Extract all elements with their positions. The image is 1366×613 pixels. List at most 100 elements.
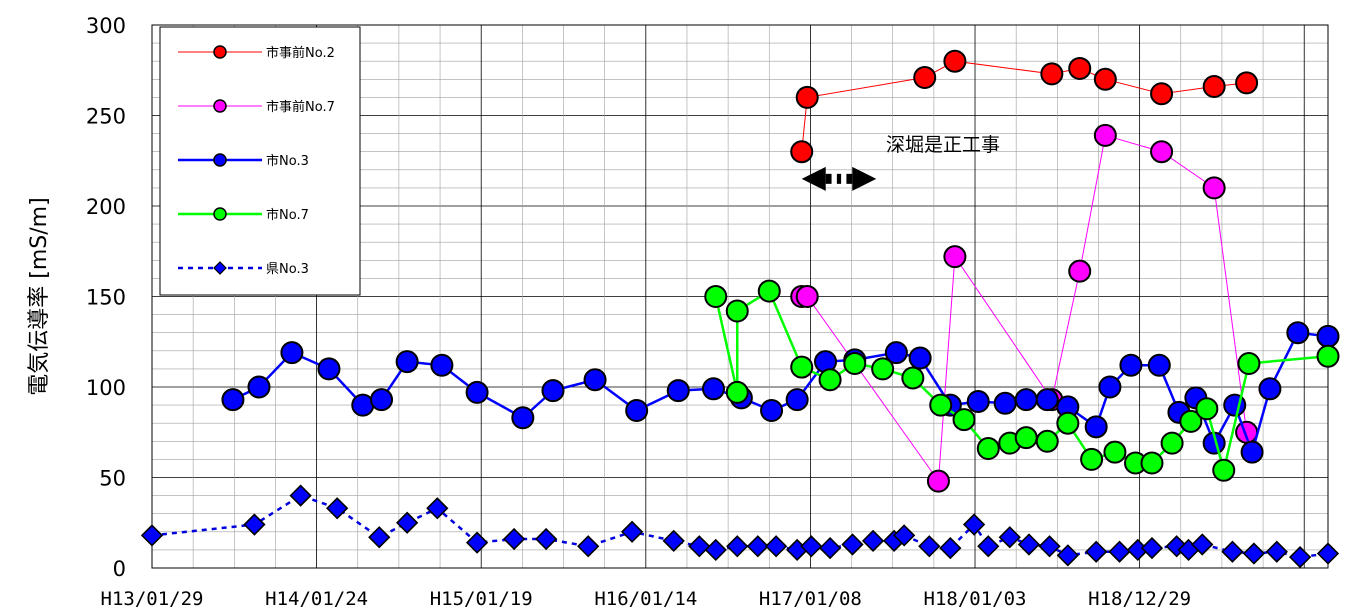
data-point (939, 536, 962, 560)
data-point (502, 527, 526, 551)
data-point (818, 368, 842, 392)
data-point (1056, 544, 1079, 567)
data-point (1098, 375, 1122, 399)
data-point (1014, 388, 1038, 412)
data-point (704, 538, 727, 562)
data-point (1017, 533, 1041, 556)
data-point (800, 535, 823, 558)
data-point (465, 380, 489, 404)
data-point (1108, 540, 1131, 563)
data-point (317, 357, 341, 381)
data-point (541, 379, 565, 403)
data-point (326, 497, 349, 520)
legend-marker (213, 99, 227, 113)
legend-label: 市No.7 (266, 207, 309, 223)
x-tick-label: H13/01/29 (101, 588, 204, 610)
legend-label: 市No.3 (266, 153, 309, 169)
data-point (625, 399, 649, 423)
arrow-right-icon (852, 166, 877, 191)
data-point (785, 388, 809, 412)
legend-label: 県No.3 (266, 262, 309, 277)
data-point (871, 357, 895, 381)
x-tick-label: H14/01/24 (265, 588, 368, 610)
data-point (929, 393, 953, 417)
data-point (1140, 536, 1164, 560)
data-point (368, 526, 391, 549)
data-point (1191, 533, 1214, 556)
data-point (861, 529, 885, 552)
data-point (430, 353, 454, 377)
data-point (1202, 176, 1226, 200)
data-point (688, 535, 711, 558)
series-line (801, 60, 1247, 152)
data-point (1040, 62, 1064, 86)
y-tick-label: 50 (99, 467, 126, 491)
data-point (725, 299, 749, 323)
data-point (901, 366, 925, 390)
data-point (1286, 321, 1310, 345)
data-point (535, 527, 558, 551)
data-point (962, 513, 986, 536)
data-point (757, 279, 781, 303)
legend-marker (213, 153, 227, 167)
data-point (1316, 344, 1340, 368)
data-point (1038, 535, 1061, 558)
data-point (370, 388, 394, 412)
data-point (1150, 82, 1174, 106)
arrow-dash (846, 173, 853, 184)
data-point (1242, 542, 1266, 565)
data-point (1212, 458, 1236, 482)
data-point (1258, 377, 1282, 401)
x-tick-label: H16/01/14 (594, 588, 697, 610)
y-axis-label: 電気伝導率 [mS/m] (27, 197, 52, 395)
data-point (704, 285, 728, 308)
data-point (1080, 447, 1104, 471)
y-tick-label: 300 (86, 14, 126, 38)
data-point (426, 497, 449, 520)
data-point (1035, 429, 1059, 453)
y-tick-label: 250 (86, 105, 126, 129)
data-point (1265, 540, 1288, 563)
data-point (726, 535, 749, 558)
data-point (795, 285, 819, 308)
data-point (977, 535, 1000, 558)
data-point (1316, 324, 1340, 348)
legend-label: 市事前No.7 (266, 99, 335, 115)
data-point (243, 513, 266, 536)
data-point (1240, 440, 1264, 464)
data-point (140, 524, 164, 547)
legend: 市事前No.2 市事前No.7 市No.3 市No.7 県No.3 (159, 26, 361, 296)
series-5 (140, 484, 1340, 569)
series-layer (140, 49, 1340, 569)
data-point (1119, 353, 1143, 377)
arrow-dash (836, 173, 842, 184)
data-point (396, 511, 419, 534)
data-point (998, 526, 1021, 549)
data-point (1179, 409, 1203, 433)
data-point (577, 535, 600, 558)
y-tick-label: 150 (86, 286, 126, 310)
data-point (1288, 546, 1312, 569)
series-3 (221, 321, 1340, 464)
annotation: 深堀是正工事 (801, 134, 1000, 191)
legend-marker (213, 207, 227, 221)
data-point (1221, 540, 1244, 563)
data-point (1085, 540, 1108, 563)
data-point (795, 85, 819, 109)
data-point (1068, 259, 1092, 283)
data-point (662, 529, 685, 552)
data-point (918, 535, 941, 558)
legend-marker (213, 45, 227, 59)
data-point (893, 524, 916, 547)
data-point (511, 406, 535, 430)
data-point (1202, 75, 1226, 99)
data-point (583, 368, 607, 392)
data-point (221, 388, 245, 412)
data-point (976, 437, 1000, 461)
data-point (943, 245, 967, 269)
data-point (1056, 411, 1080, 435)
y-tick-label: 100 (86, 376, 126, 400)
x-tick-label: H17/01/08 (759, 588, 862, 610)
data-point (351, 393, 375, 417)
